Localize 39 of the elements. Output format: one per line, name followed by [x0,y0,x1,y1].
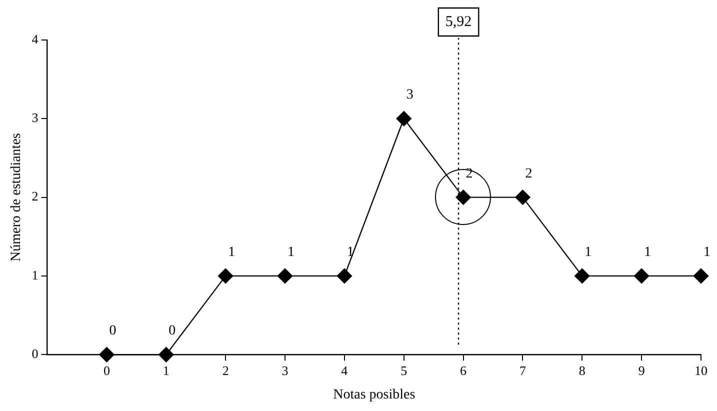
x-tick-label: 2 [222,362,229,378]
x-tick-label: 4 [341,362,348,378]
x-tick-label: 3 [282,362,288,378]
y-tick-label: 3 [32,110,38,126]
y-tick-label: 0 [32,346,38,362]
x-tick-label: 5 [400,362,408,378]
data-label: 0 [109,324,116,339]
x-tick-label: 6 [460,362,468,378]
data-label: 1 [346,244,354,260]
point [396,111,412,126]
point [158,347,174,362]
x-tick-label: 0 [103,362,110,378]
y-axis-title: Número de estudiantes [9,133,24,262]
x-axis-title: Notas posibles [333,387,416,402]
x-tick-label: 9 [638,362,645,378]
point [634,268,650,284]
data-label: 1 [288,244,295,260]
data-label: 1 [704,244,710,260]
point [515,190,530,205]
y-tick-label: 1 [32,267,38,282]
data-label: 1 [644,244,652,260]
x-tick-label: 10 [694,362,708,378]
point [574,268,590,284]
data-label: 0 [168,324,176,339]
point [277,268,293,284]
data-label: 1 [228,244,236,260]
point [99,347,114,362]
y-tick-label: 2 [32,188,38,204]
x-tick-label: 7 [519,362,526,378]
point [218,268,234,284]
data-label: 3 [406,88,414,103]
ref-line-label: 5,92 [445,14,472,30]
x-tick-label: 1 [162,362,170,378]
point [336,268,352,284]
data-label: 2 [525,166,532,182]
y-tick-label: 4 [32,31,39,46]
data-label: 1 [584,244,592,260]
x-tick-label: 8 [578,362,586,378]
point [693,268,709,284]
